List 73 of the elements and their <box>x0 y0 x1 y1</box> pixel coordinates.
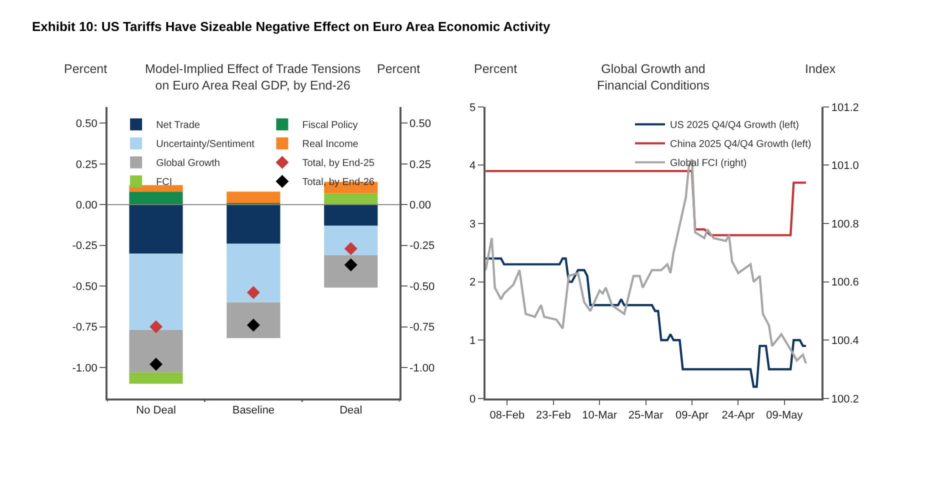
y2-tick-label: -1.00 <box>410 362 435 374</box>
y2-tick-label: 101.2 <box>831 102 859 114</box>
bar <box>324 193 378 205</box>
x-tick-label: No Deal <box>136 404 176 416</box>
line-series <box>486 257 808 388</box>
y-tick-label: 0 <box>470 393 476 406</box>
point <box>246 286 260 300</box>
x-tick-label: Baseline <box>232 404 275 416</box>
bar <box>129 372 183 384</box>
chart-title: Model-Implied Effect of Trade Tensions on Euro Area Real GDP, by End-26 <box>145 62 361 92</box>
x-tick-label: Deal <box>340 404 362 416</box>
y-tick-label: 4 <box>470 160 476 172</box>
legend-label: Global FCI (right) <box>670 158 747 170</box>
y-tick-label: -0.75 <box>72 322 98 334</box>
x-tick-label: 24-Apr <box>722 409 756 422</box>
legend-label: China 2025 Q4/Q4 Growth (left) <box>670 139 812 150</box>
y-tick-label: 0.00 <box>76 199 98 212</box>
x-tick-label: 25-Mar <box>628 409 664 422</box>
line-series <box>486 158 808 365</box>
legend-label: Total, by End-25 <box>302 158 375 170</box>
legend-label: Real Income <box>302 139 359 150</box>
bar <box>129 330 183 372</box>
y2-axis-title: Percent <box>377 62 421 76</box>
y2-tick-label: 100.6 <box>831 276 859 289</box>
bar <box>324 204 378 226</box>
text: Exhibit 10: US Tariffs Have Sizeable Negative Effect on Euro Area Economic Activity <box>32 19 551 34</box>
legend-label: Uncertainty/Sentiment <box>156 139 255 150</box>
bar <box>226 192 280 203</box>
bar <box>129 185 183 192</box>
x-tick-label: 10-Mar <box>582 409 618 422</box>
x-tick-label: 08-Feb <box>490 409 525 422</box>
point <box>150 320 163 334</box>
y-axis-title: Percent <box>64 62 108 76</box>
bar <box>226 204 280 244</box>
x-tick-label: 23-Feb <box>536 409 571 422</box>
y2-tick-label: -0.75 <box>410 322 435 334</box>
y-tick-label: -0.50 <box>72 280 98 293</box>
bar <box>324 226 378 256</box>
y-tick-label: 1 <box>470 334 476 347</box>
y-tick-label: 3 <box>470 218 476 230</box>
y-tick-label: 2 <box>470 276 476 289</box>
bar <box>324 255 378 288</box>
y2-tick-label: -0.50 <box>410 280 435 293</box>
y2-tick-label: 0.50 <box>410 118 431 130</box>
legend-label: Fiscal Policy <box>302 120 358 132</box>
y2-tick-label: 100.2 <box>831 393 859 406</box>
chart-title: Global Growth and Financial Conditions <box>597 62 710 92</box>
y2-tick-label: 0.25 <box>410 158 431 171</box>
point <box>344 242 358 256</box>
y2-tick-label: 100.4 <box>831 334 859 347</box>
bar <box>129 253 183 330</box>
x-tick-label: 09-May <box>766 409 804 422</box>
legend-label: Global Growth <box>156 158 220 170</box>
y2-tick-label: 101.0 <box>831 160 859 172</box>
y2-axis-title: Index <box>805 62 836 76</box>
bar <box>226 302 280 338</box>
bar <box>129 204 183 254</box>
bar <box>226 244 280 302</box>
x-tick-label: 09-Apr <box>676 409 709 422</box>
y2-tick-label: 0.00 <box>410 199 431 212</box>
y-tick-label: -0.25 <box>72 240 98 252</box>
y-tick-label: -1.00 <box>72 362 98 374</box>
bar <box>129 192 183 205</box>
y-axis-title: Percent <box>474 62 518 76</box>
point <box>150 358 163 371</box>
y2-tick-label: -0.25 <box>410 240 435 252</box>
legend-label: Net Trade <box>156 120 200 132</box>
line-series <box>486 170 808 236</box>
y2-tick-label: 100.8 <box>831 218 859 230</box>
y-tick-label: 0.25 <box>76 158 98 171</box>
y-tick-label: 5 <box>470 102 476 114</box>
legend-label: US 2025 Q4/Q4 Growth (left) <box>670 120 799 132</box>
y-tick-label: 0.50 <box>76 118 98 130</box>
